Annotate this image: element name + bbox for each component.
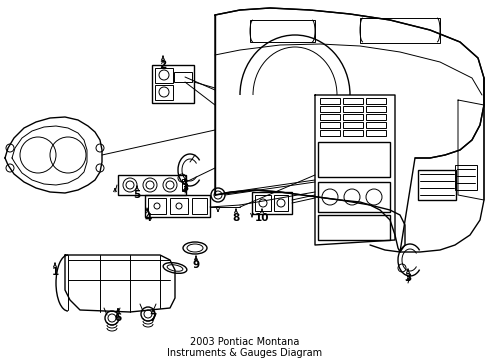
- Bar: [118, 175, 185, 195]
- Bar: [342, 130, 362, 136]
- Bar: [145, 195, 209, 217]
- Bar: [342, 106, 362, 112]
- Bar: [251, 192, 291, 214]
- Bar: [319, 122, 339, 128]
- Bar: [365, 130, 385, 136]
- Text: 9: 9: [192, 260, 199, 270]
- Text: 3: 3: [181, 183, 188, 193]
- Text: 2003 Pontiac Montana: 2003 Pontiac Montana: [189, 337, 299, 347]
- Bar: [319, 106, 339, 112]
- Bar: [319, 114, 339, 120]
- Text: 7: 7: [149, 313, 156, 323]
- Bar: [342, 122, 362, 128]
- Bar: [317, 215, 389, 240]
- Bar: [155, 68, 173, 83]
- Text: 8: 8: [232, 213, 239, 223]
- Bar: [254, 195, 270, 211]
- Bar: [365, 122, 385, 128]
- Bar: [192, 198, 206, 214]
- Text: 5: 5: [133, 190, 141, 200]
- Text: 4: 4: [144, 213, 151, 223]
- Bar: [365, 106, 385, 112]
- Bar: [454, 165, 476, 190]
- Text: 3: 3: [404, 273, 411, 283]
- Bar: [155, 85, 173, 100]
- Bar: [273, 195, 287, 211]
- Bar: [317, 142, 389, 177]
- Bar: [174, 72, 192, 82]
- Bar: [152, 65, 194, 103]
- Text: 2: 2: [159, 60, 166, 70]
- Bar: [317, 182, 389, 212]
- Bar: [148, 198, 165, 214]
- Bar: [249, 20, 314, 42]
- Text: 1: 1: [51, 267, 59, 277]
- Bar: [319, 98, 339, 104]
- Text: 10: 10: [254, 213, 269, 223]
- Bar: [319, 130, 339, 136]
- Bar: [417, 170, 455, 200]
- Bar: [342, 98, 362, 104]
- Bar: [359, 18, 439, 43]
- Text: 6: 6: [114, 313, 122, 323]
- Bar: [342, 114, 362, 120]
- Bar: [170, 198, 187, 214]
- Bar: [365, 114, 385, 120]
- Text: Instruments & Gauges Diagram: Instruments & Gauges Diagram: [166, 348, 322, 358]
- Bar: [182, 179, 184, 191]
- Bar: [365, 98, 385, 104]
